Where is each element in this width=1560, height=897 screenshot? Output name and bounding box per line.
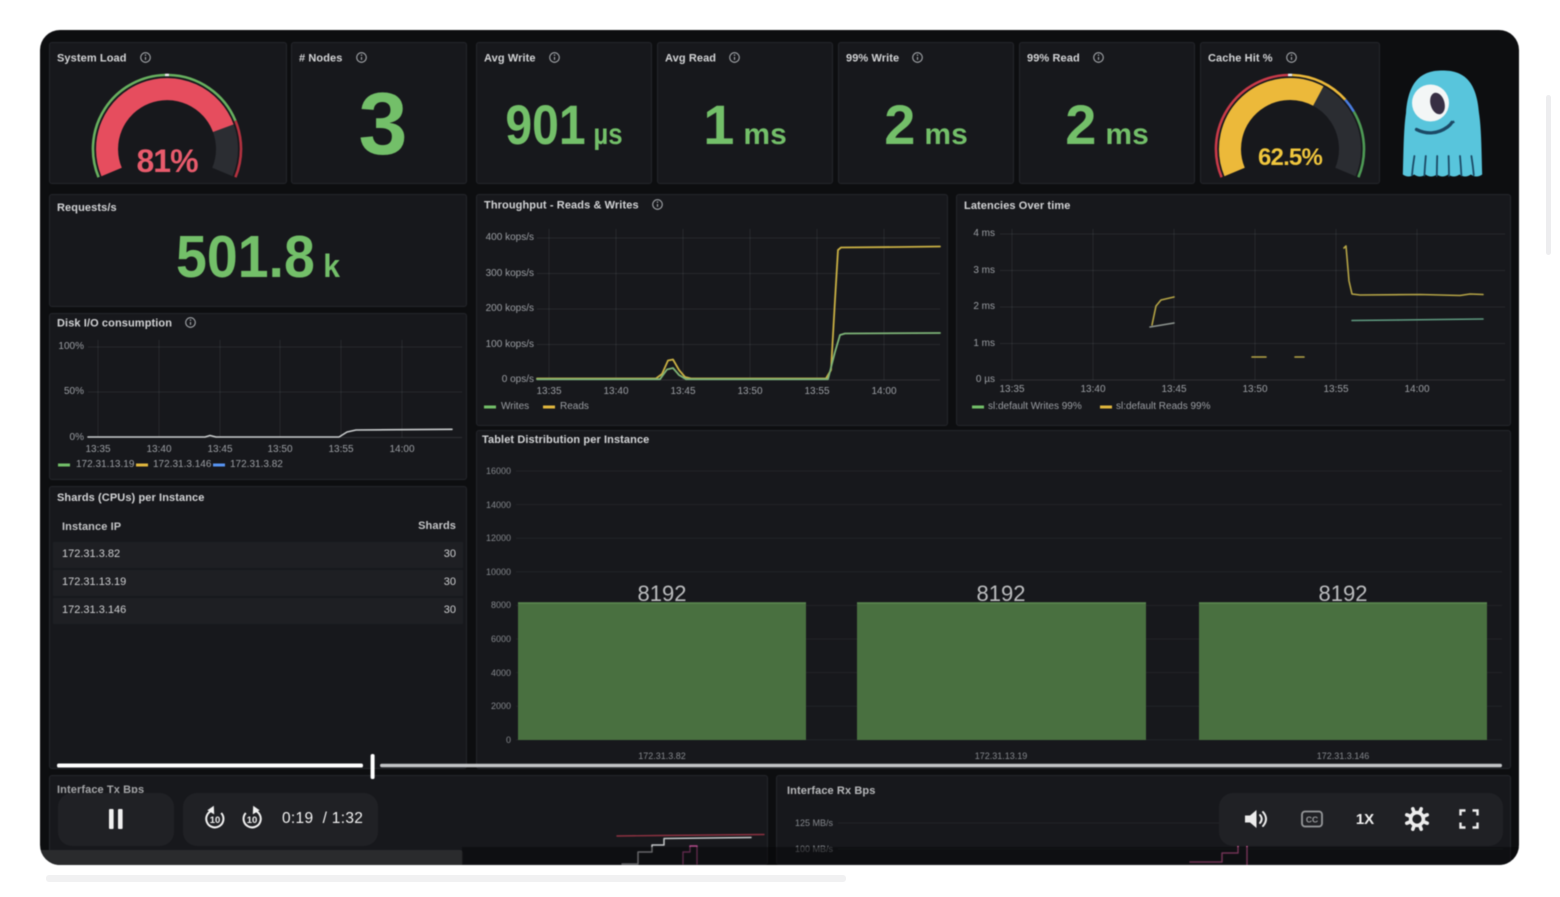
svg-text:10: 10 <box>247 815 258 826</box>
svg-text:CC: CC <box>1306 815 1318 825</box>
svg-text:10: 10 <box>210 815 221 826</box>
